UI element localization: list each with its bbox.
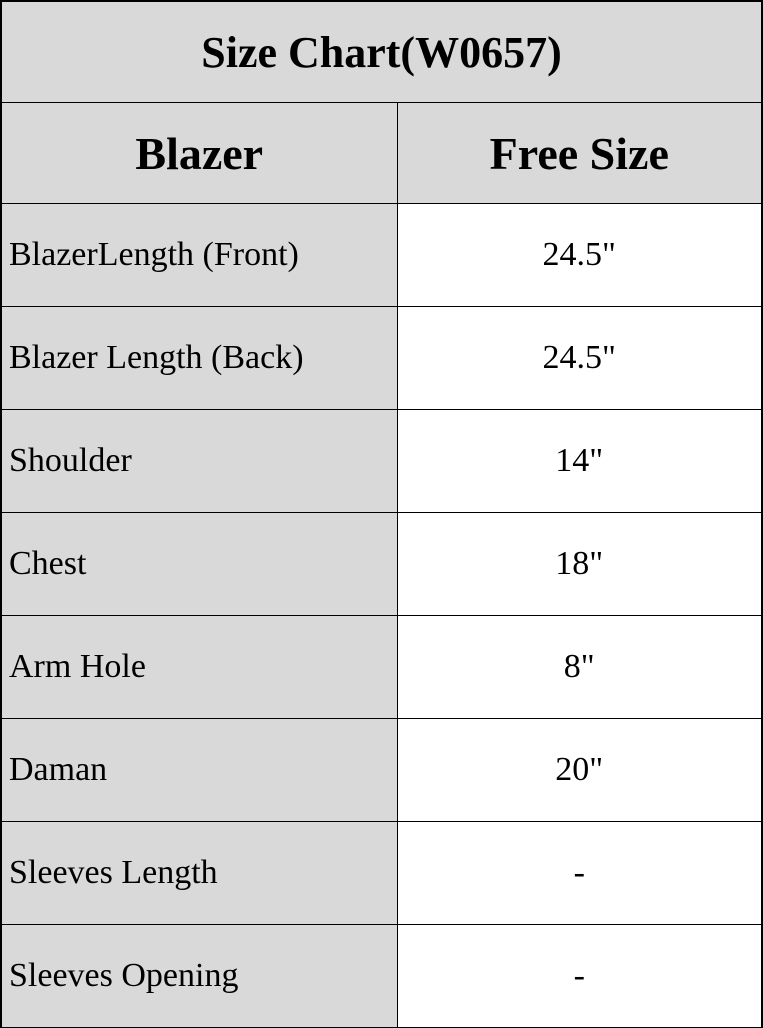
- row-label: Chest: [2, 512, 398, 616]
- row-value: 8": [396, 615, 761, 719]
- row-value: 18": [396, 512, 761, 616]
- chart-title: Size Chart(W0657): [2, 2, 761, 103]
- row-value: 14": [396, 409, 761, 513]
- row-value: 24.5": [396, 203, 761, 307]
- table-row: Chest 18": [2, 512, 761, 616]
- row-label: Arm Hole: [2, 615, 398, 719]
- row-value: -: [396, 821, 761, 925]
- row-label: BlazerLength (Front): [2, 203, 398, 307]
- row-label: Sleeves Length: [2, 821, 398, 925]
- table-row: Sleeves Length -: [2, 821, 761, 925]
- row-value: 20": [396, 718, 761, 822]
- row-label: Daman: [2, 718, 398, 822]
- row-value: 24.5": [396, 306, 761, 410]
- table-row: Daman 20": [2, 718, 761, 822]
- table-row: Blazer Length (Back) 24.5": [2, 306, 761, 410]
- header-blazer: Blazer: [2, 102, 398, 204]
- table-row: Shoulder 14": [2, 409, 761, 513]
- table-row: Sleeves Opening -: [2, 924, 761, 1027]
- row-label: Shoulder: [2, 409, 398, 513]
- row-label: Sleeves Opening: [2, 924, 398, 1027]
- row-label: Blazer Length (Back): [2, 306, 398, 410]
- header-free-size: Free Size: [396, 102, 761, 204]
- table-row: Arm Hole 8": [2, 615, 761, 719]
- header-row: Blazer Free Size: [2, 102, 761, 204]
- table-row: BlazerLength (Front) 24.5": [2, 203, 761, 307]
- row-value: -: [396, 924, 761, 1027]
